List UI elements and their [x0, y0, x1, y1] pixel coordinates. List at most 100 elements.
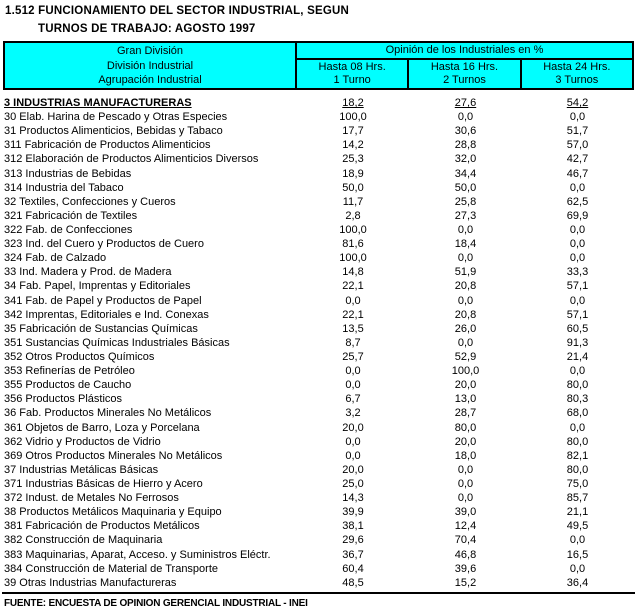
row-value-1-turnos: 100,0 [339, 252, 367, 265]
row-value-2-turnos: 50,0 [454, 181, 477, 194]
row-label: 311 Fabricación de Productos Alimenticio… [4, 139, 211, 152]
table-row: 362 Vidrio y Productos de Vidrio 0,0 20,0 8… [3, 435, 634, 449]
header-col-3-shift: 3 Turnos [555, 74, 599, 87]
table-row: 321 Fabricación de Textiles 2,8 27,3 69,9 [3, 209, 634, 223]
table-row: 369 Otros Productos Minerales No Metálic… [3, 449, 634, 463]
row-value-1-turnos: 0,0 [345, 294, 361, 307]
row-value-1-turnos: 39,9 [342, 506, 364, 519]
row-label: 35 Fabricación de Sustancias Químicas [4, 322, 198, 335]
row-value-1-turnos: 2,8 [345, 209, 361, 222]
table-row: 341 Fab. de Papel y Productos de Papel 0,… [3, 294, 634, 308]
row-label: 342 Imprentas, Editoriales e Ind. Conexa… [4, 308, 209, 321]
header-col-3-hours: Hasta 24 Hrs. [543, 60, 611, 73]
row-label: 352 Otros Productos Químicos [4, 351, 155, 364]
row-value-3-turnos: 0,0 [569, 421, 586, 434]
table-row: 323 Ind. del Cuero y Productos de Cuero 8… [3, 237, 634, 251]
row-value-3-turnos: 0,0 [569, 238, 586, 251]
row-value-3-turnos: 80,0 [566, 379, 589, 392]
row-label: 36 Fab. Productos Minerales No Metálicos [4, 407, 212, 420]
row-value-1-turnos: 13,5 [342, 322, 364, 335]
source-note: FUENTE: ENCUESTA DE OPINION GERENCIAL IN… [4, 598, 308, 609]
footer-divider [2, 592, 635, 594]
header-col-3-turnos: Hasta 24 Hrs. 3 Turnos [519, 60, 632, 88]
row-value-3-turnos: 60,5 [566, 322, 589, 335]
row-value-1-turnos: 38,1 [342, 520, 364, 533]
row-value-1-turnos: 14,8 [342, 266, 364, 279]
row-value-3-turnos: 0,0 [569, 294, 586, 307]
row-value-3-turnos: 0,0 [569, 534, 586, 547]
row-value-1-turnos: 20,0 [342, 421, 364, 434]
row-value-3-turnos: 75,0 [566, 478, 589, 490]
table-row: 36 Fab. Productos Minerales No Metálicos… [3, 406, 634, 420]
row-value-2-turnos: 20,0 [454, 379, 477, 392]
row-value-3-turnos: 57,1 [566, 280, 589, 293]
row-value-3-turnos: 80,0 [566, 435, 589, 448]
row-label: 381 Fabricación de Productos Metálicos [4, 520, 200, 533]
table-header: Gran División División Industrial Agrupa… [3, 41, 634, 90]
header-opinion-section: Opinión de los Industriales en % Hasta 0… [297, 43, 632, 88]
row-label: 382 Construcción de Maquinaria [4, 534, 163, 547]
row-value-2-turnos: 34,4 [454, 167, 477, 180]
table-row: 372 Indust. de Metales No Ferrosos 14,3 0,… [3, 491, 634, 505]
row-value-3-turnos: 80,0 [566, 463, 589, 476]
row-value-3-turnos: 62,5 [566, 195, 589, 208]
row-label: 34 Fab. Papel, Imprentas y Editoriales [4, 280, 191, 293]
row-value-2-turnos: 20,8 [454, 280, 477, 293]
table-row: 314 Industria del Tabaco 50,0 50,0 0,0 [3, 181, 634, 195]
header-shift-columns: Hasta 08 Hrs. 1 Turno Hasta 16 Hrs. 2 Tu… [297, 60, 632, 88]
table-row: 351 Sustancias Químicas Industriales Bás… [3, 336, 634, 350]
row-label: 32 Textiles, Confecciones y Cueros [4, 195, 176, 208]
table-row: 355 Productos de Caucho 0,0 20,0 80,0 [3, 378, 634, 392]
row-value-2-turnos: 20,0 [454, 435, 477, 448]
row-value-1-turnos: 29,6 [342, 534, 364, 547]
table-row: 3 INDUSTRIAS MANUFACTURERAS 18,2 27,6 54,2 [3, 96, 634, 110]
row-value-3-turnos: 0,0 [569, 181, 586, 194]
row-value-2-turnos: 26,0 [454, 322, 477, 335]
row-value-2-turnos: 32,0 [454, 153, 477, 166]
header-col-2-hours: Hasta 16 Hrs. [430, 60, 499, 73]
table-body: 3 INDUSTRIAS MANUFACTURERAS 18,2 27,6 54,2 3… [3, 96, 634, 590]
row-value-2-turnos: 0,0 [457, 478, 474, 490]
row-value-3-turnos: 82,1 [566, 449, 589, 462]
row-value-2-turnos: 80,0 [454, 421, 477, 434]
row-value-1-turnos: 18,2 [342, 97, 364, 110]
row-label: 351 Sustancias Químicas Industriales Bás… [4, 336, 230, 349]
row-value-1-turnos: 20,0 [342, 463, 364, 476]
row-value-1-turnos: 25,3 [342, 153, 364, 166]
header-gran-division: Gran División [116, 44, 184, 57]
row-value-3-turnos: 36,4 [566, 576, 589, 589]
row-value-1-turnos: 48,5 [342, 576, 364, 589]
row-value-3-turnos: 0,0 [569, 111, 586, 124]
row-label: 355 Productos de Caucho [4, 379, 132, 392]
row-value-2-turnos: 30,6 [454, 125, 477, 138]
table-row: 39 Otras Industrias Manufactureras 48,5 15… [3, 576, 634, 590]
row-value-3-turnos: 57,1 [566, 308, 589, 321]
row-value-2-turnos: 46,8 [454, 548, 477, 561]
row-value-1-turnos: 11,7 [342, 195, 364, 208]
row-value-3-turnos: 91,3 [566, 336, 589, 349]
row-label: 31 Productos Alimenticios, Bebidas y Tab… [4, 125, 223, 138]
table-row: 32 Textiles, Confecciones y Cueros 11,7 25… [3, 195, 634, 209]
row-label: 38 Productos Metálicos Maquinaria y Equi… [4, 506, 222, 519]
row-value-1-turnos: 25,0 [342, 478, 364, 490]
row-value-3-turnos: 85,7 [566, 492, 589, 505]
row-label: 372 Indust. de Metales No Ferrosos [4, 492, 179, 505]
table-row: 38 Productos Metálicos Maquinaria y Equi… [3, 505, 634, 519]
row-value-1-turnos: 6,7 [345, 393, 361, 406]
row-value-2-turnos: 100,0 [451, 365, 480, 378]
row-value-1-turnos: 22,1 [342, 280, 364, 293]
row-value-2-turnos: 18,0 [454, 449, 477, 462]
row-value-1-turnos: 25,7 [342, 351, 364, 364]
header-division-industrial: División Industrial [106, 59, 194, 72]
table-row: 313 Industrias de Bebidas 18,9 34,4 46,7 [3, 167, 634, 181]
table-row: 382 Construcción de Maquinaria 29,6 70,4 0,… [3, 533, 634, 547]
row-value-2-turnos: 39,0 [454, 506, 477, 519]
row-value-3-turnos: 0,0 [569, 562, 586, 575]
row-value-2-turnos: 70,4 [454, 534, 477, 547]
row-label: 353 Refinerías de Petróleo [4, 365, 135, 378]
table-row: 342 Imprentas, Editoriales e Ind. Conexa… [3, 308, 634, 322]
row-value-1-turnos: 8,7 [345, 336, 361, 349]
row-value-1-turnos: 14,3 [342, 492, 364, 505]
row-value-2-turnos: 52,9 [454, 351, 477, 364]
table-row: 311 Fabricación de Productos Alimenticio… [3, 138, 634, 152]
